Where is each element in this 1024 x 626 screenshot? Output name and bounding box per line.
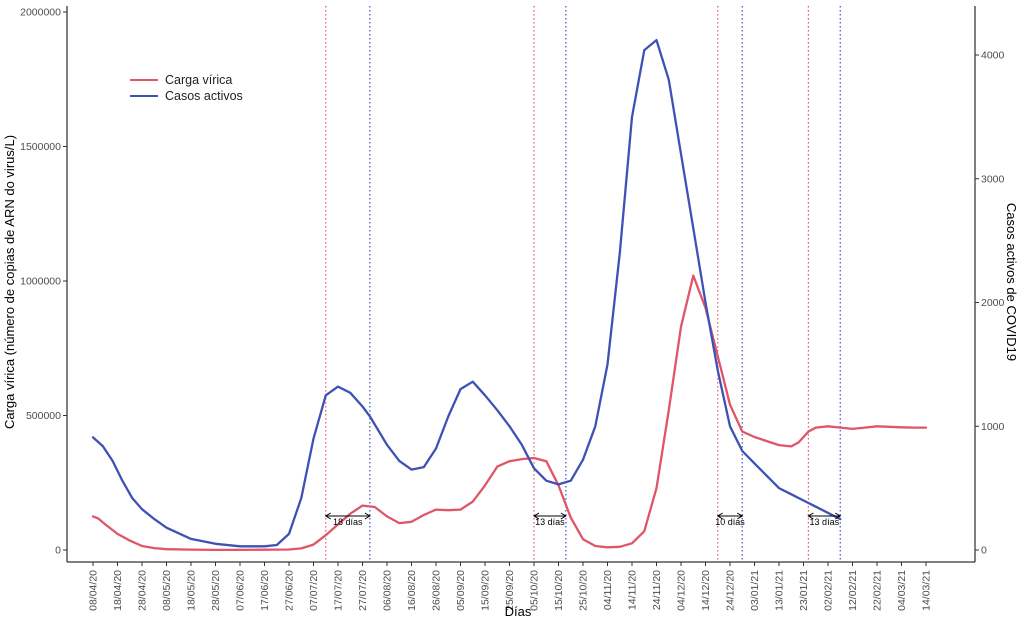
- x-axis-tick-label: 05/10/20: [529, 570, 541, 611]
- gap-arrow-head-right: [364, 512, 371, 520]
- right-axis-tick-label: 3000: [981, 173, 1005, 185]
- gap-arrow-head-right: [834, 512, 842, 520]
- gap-arrow-head-right: [560, 512, 567, 520]
- gap-arrow-head-left: [533, 512, 540, 520]
- x-axis-tick-label: 18/04/20: [112, 570, 124, 611]
- left-axis-tick-label: 1500000: [20, 141, 61, 153]
- x-axis-tick-label: 24/11/20: [651, 570, 663, 610]
- left-axis-tick-label: 2000000: [20, 7, 61, 19]
- x-axis-tick-label: 15/10/20: [553, 570, 565, 611]
- legend-label-casos-activos: Casos activos: [165, 89, 243, 103]
- x-axis-tick-label: 06/08/20: [382, 570, 394, 611]
- x-axis-tick-label: 24/12/20: [725, 570, 737, 611]
- x-axis-tick-label: 05/09/20: [455, 570, 467, 611]
- x-axis-tick-label: 08/04/20: [88, 570, 100, 611]
- gap-arrow-head-left: [324, 512, 332, 520]
- left-axis: 0 500000 1000000 1500000 2000000: [20, 6, 68, 562]
- series-line-casos-activos: [91, 38, 842, 548]
- x-axis-tick-label: 27/06/20: [284, 570, 296, 611]
- x-axis-tick-label: 17/06/20: [259, 570, 271, 611]
- series-line-carga-v-rica: [91, 274, 928, 552]
- x-axis-tick-label: 17/07/20: [333, 570, 345, 611]
- x-axis-tick-label: 03/01/21: [749, 570, 761, 611]
- x-axis-tick-label: 25/10/20: [578, 570, 590, 611]
- x-axis-tick-label: 28/04/20: [137, 570, 149, 611]
- x-axis-tick-label: 27/07/20: [357, 570, 369, 611]
- gap-label: 18 días: [333, 517, 363, 527]
- x-axis-tick-label: 22/02/21: [872, 570, 884, 611]
- x-axis-tick-label: 16/08/20: [406, 570, 418, 611]
- x-axis-title: Días: [505, 604, 532, 619]
- x-axis-tick-label: 14/12/20: [700, 570, 712, 611]
- legend-label-carga-virica: Carga vírica: [165, 73, 232, 87]
- x-axis-tick-label: 26/08/20: [431, 570, 443, 611]
- event-lines: [325, 6, 841, 562]
- x-axis-tick-label: 04/12/20: [676, 570, 688, 611]
- right-axis-tick-label: 1000: [981, 421, 1005, 433]
- gap-annotations: 18 días 13 días 10 días 13 días: [324, 512, 842, 527]
- x-axis-tick-label: 14/11/20: [627, 570, 639, 610]
- left-axis-tick-label: 0: [55, 545, 61, 557]
- x-axis-tick-label: 08/05/20: [161, 570, 173, 611]
- x-axis-tick-label: 12/02/21: [847, 570, 859, 611]
- gap-label: 13 días: [535, 517, 565, 527]
- gap-label: 10 días: [715, 517, 745, 527]
- x-axis-tick-label: 25/09/20: [504, 570, 516, 611]
- left-axis-tick-label: 500000: [26, 410, 61, 422]
- x-axis: 08/04/20 18/04/20 28/04/20 08/05/20 18/05/20…: [67, 561, 975, 611]
- x-axis-tick-label: 04/11/20: [602, 570, 614, 610]
- x-axis-tick-label: 18/05/20: [186, 570, 198, 611]
- right-axis-tick-label: 4000: [981, 50, 1005, 62]
- gap-arrow-head-left: [807, 512, 814, 520]
- x-axis-tick-label: 02/02/21: [823, 570, 835, 611]
- gap-arrow-head-left: [716, 512, 724, 520]
- x-axis-tick-label: 07/06/20: [235, 570, 247, 611]
- x-axis-tick-label: 07/07/20: [308, 570, 320, 611]
- gap-label: 13 días: [810, 517, 840, 527]
- x-axis-tick-label: 04/03/21: [896, 570, 908, 611]
- right-axis-title: Casos activos de COVID19: [1004, 203, 1019, 361]
- x-axis-tick-label: 28/05/20: [210, 570, 222, 611]
- gap-arrow-head-right: [736, 512, 744, 520]
- x-axis-tick-label: 14/03/21: [921, 570, 933, 611]
- right-axis: 0 1000 2000 3000 4000: [974, 6, 1005, 562]
- right-axis-tick-label: 2000: [981, 297, 1005, 309]
- left-axis-title: Carga vírica (número de copias de ARN do…: [2, 135, 17, 429]
- series-lines: [91, 38, 928, 552]
- right-axis-tick-label: 0: [981, 545, 987, 557]
- legend: Carga vírica Casos activos: [130, 73, 243, 103]
- x-axis-tick-label: 13/01/21: [774, 570, 786, 611]
- left-axis-tick-label: 1000000: [20, 276, 61, 288]
- x-axis-tick-label: 15/09/20: [480, 570, 492, 611]
- x-axis-tick-label: 23/01/21: [798, 570, 810, 611]
